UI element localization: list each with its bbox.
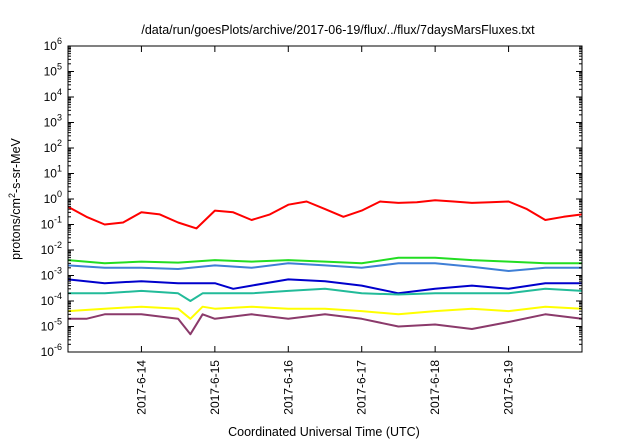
- y-tick-label: 10-4: [41, 291, 62, 308]
- y-tick-label-exponent: -6: [54, 342, 62, 352]
- series-line-6: [67, 305, 583, 320]
- y-tick-label-exponent: -5: [54, 317, 62, 327]
- y-tick-label-exponent: 3: [57, 113, 62, 123]
- chart-title: /data/run/goesPlots/archive/2017-06-19/f…: [141, 23, 535, 37]
- y-tick-label-exponent: -2: [54, 240, 62, 250]
- y-tick-label-base: 10: [44, 65, 58, 79]
- y-tick-label: 101: [44, 164, 62, 181]
- y-tick-label: 106: [44, 36, 62, 53]
- x-tick-label: 2017-6-18: [428, 360, 442, 415]
- y-tick-label-base: 10: [44, 39, 58, 53]
- y-tick-label: 100: [44, 189, 62, 206]
- series-line-1: [67, 199, 583, 230]
- y-tick-label-exponent: -1: [54, 215, 62, 225]
- y-tick-label-exponent: 0: [57, 189, 62, 199]
- y-tick-label: 10-3: [41, 266, 62, 283]
- series-layer: [67, 199, 583, 336]
- y-tick-label-exponent: 5: [57, 62, 62, 72]
- y-tick-label: 105: [44, 62, 62, 79]
- y-tick-label: 10-1: [41, 215, 62, 232]
- y-tick-label: 10-2: [41, 240, 62, 257]
- series-line-2: [67, 256, 582, 265]
- series-line-3: [67, 262, 582, 272]
- y-tick-label-base: 10: [41, 218, 55, 232]
- y-tick-label: 104: [44, 87, 62, 104]
- y-axis-label-unit-suffix: -s-sr-MeV: [9, 137, 23, 193]
- y-tick-label-exponent: -3: [54, 266, 62, 276]
- y-tick-label: 103: [44, 113, 62, 130]
- y-tick-label-base: 10: [41, 269, 55, 283]
- y-tick-label-base: 10: [44, 192, 58, 206]
- y-tick-label-exponent: 4: [57, 87, 62, 97]
- y-tick-label-base: 10: [41, 345, 55, 359]
- series-line-4: [67, 278, 582, 295]
- series-line-7: [68, 313, 583, 336]
- y-tick-label-base: 10: [41, 294, 55, 308]
- x-tick-label: 2017-6-14: [134, 360, 148, 415]
- x-tick-label: 2017-6-15: [208, 360, 222, 415]
- x-axis: 2017-6-14 2017-6-15 2017-6-16 2017-6-17 2017…: [134, 46, 516, 415]
- x-axis-label: Coordinated Universal Time (UTC): [228, 425, 420, 439]
- x-tick-label: 2017-6-19: [502, 360, 516, 415]
- y-tick-label-exponent: 2: [57, 138, 62, 148]
- x-tick-label: 2017-6-16: [281, 360, 295, 415]
- y-axis-label-main: protons/cm: [9, 198, 23, 260]
- y-tick-label-exponent: -4: [54, 291, 62, 301]
- y-tick-label-base: 10: [41, 320, 55, 334]
- y-axis: 10-610-510-410-310-210-11001011021031041…: [41, 36, 582, 359]
- x-tick-label: 2017-6-17: [355, 360, 369, 415]
- y-tick-label-exponent: 6: [57, 36, 62, 46]
- y-tick-label-base: 10: [41, 243, 55, 257]
- y-tick-label-base: 10: [44, 141, 58, 155]
- y-tick-label: 10-6: [41, 342, 62, 359]
- y-tick-label-base: 10: [44, 116, 58, 130]
- series-line-5: [68, 287, 583, 302]
- y-tick-label-base: 10: [44, 90, 58, 104]
- y-axis-label: protons/cm2-s-sr-MeV: [7, 137, 23, 259]
- y-tick-label: 10-5: [41, 317, 62, 334]
- y-tick-label-exponent: 1: [57, 164, 62, 174]
- y-axis-label-superscript: 2: [7, 193, 17, 198]
- y-tick-label: 102: [44, 138, 62, 155]
- y-tick-label-base: 10: [44, 167, 58, 181]
